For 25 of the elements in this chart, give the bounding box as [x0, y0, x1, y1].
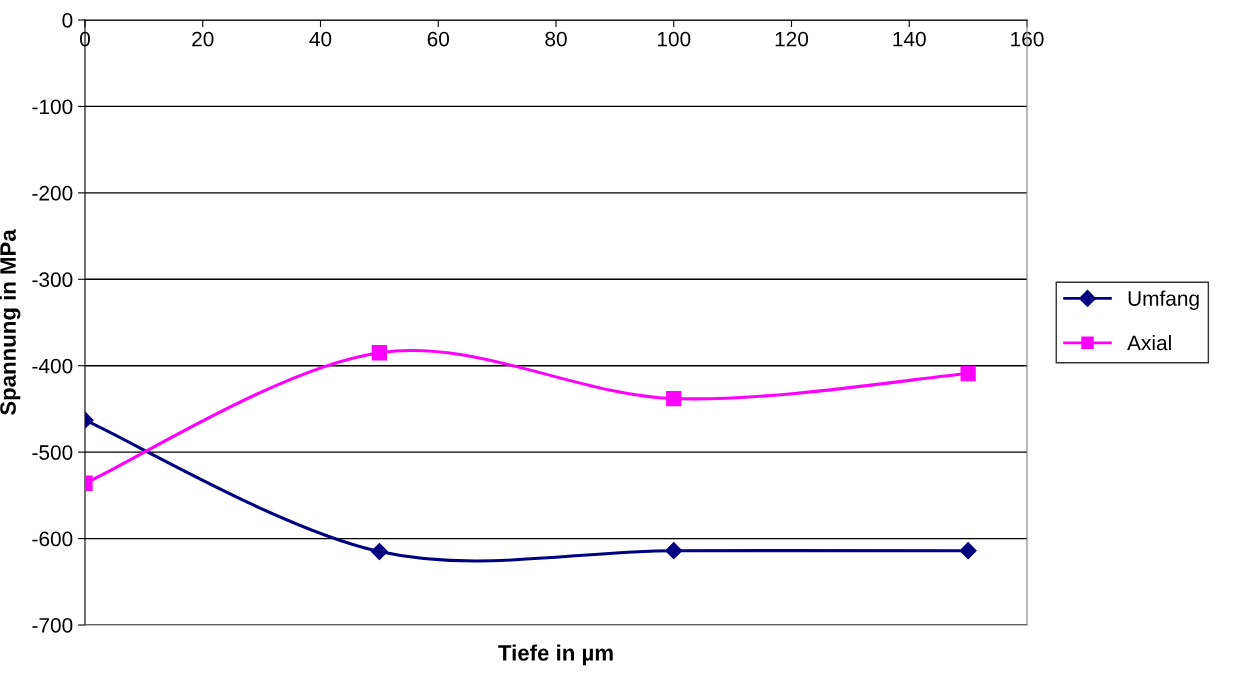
y-tick-label: -400: [32, 358, 73, 374]
x-tick-label: 120: [775, 31, 809, 47]
x-tick-label: 160: [1011, 31, 1044, 47]
y-tick-label: -500: [32, 445, 73, 460]
x-tick-label: 20: [192, 31, 214, 47]
x-tick-label: 140: [893, 31, 926, 47]
point: [666, 390, 682, 407]
y-tick-label: -300: [32, 272, 73, 288]
x-tick-label: 100: [657, 31, 691, 47]
legend-label: Axial: [1127, 335, 1171, 351]
point: [960, 365, 976, 382]
y-tick-label: -100: [32, 99, 73, 115]
y-tick-label: -200: [32, 185, 73, 201]
x-axis-title: Tiefe in µm: [498, 644, 613, 666]
legend-label: Umfang: [1128, 290, 1199, 310]
y-tick-label: -600: [32, 531, 73, 547]
x-tick-label: 60: [427, 31, 450, 47]
y-tick-label: 0: [62, 13, 73, 28]
y-tick-label: -700: [32, 618, 73, 633]
point: [665, 542, 683, 560]
y-axis-title: Spannung in MPa: [0, 229, 21, 416]
x-tick-label: 40: [309, 31, 332, 47]
x-tick-label: 80: [545, 31, 567, 47]
point: [371, 345, 388, 361]
point: [959, 542, 977, 560]
